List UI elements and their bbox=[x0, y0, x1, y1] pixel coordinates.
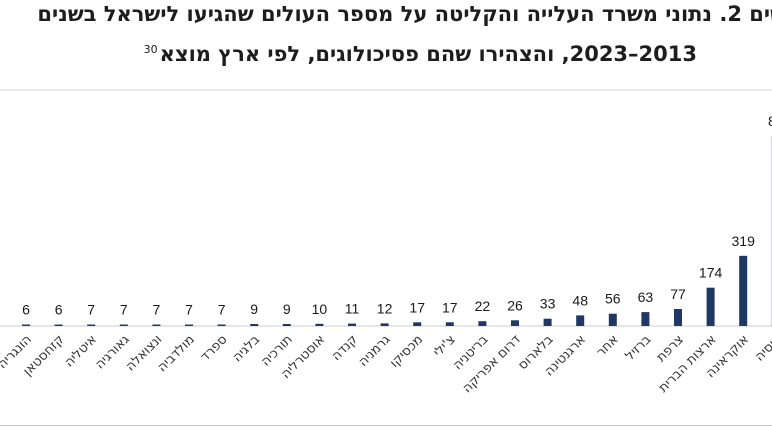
bar-19 bbox=[641, 312, 650, 326]
data-label-17: 48 bbox=[572, 292, 588, 308]
bar-10 bbox=[348, 323, 356, 326]
category-label-6: ספרד bbox=[198, 332, 231, 365]
bar-22 bbox=[739, 255, 748, 326]
bar-12 bbox=[413, 322, 422, 326]
data-label-8: 9 bbox=[283, 301, 291, 317]
bar-5 bbox=[185, 324, 193, 326]
data-label-18: 56 bbox=[605, 291, 621, 307]
bar-3 bbox=[119, 324, 128, 326]
bar-11 bbox=[380, 323, 389, 326]
bar-6 bbox=[217, 324, 226, 326]
bar-4 bbox=[152, 324, 161, 326]
bar-9 bbox=[315, 323, 324, 326]
data-label-16: 33 bbox=[540, 296, 556, 312]
data-label-13: 17 bbox=[442, 299, 458, 315]
data-label-1: 6 bbox=[55, 302, 63, 318]
data-label-7: 9 bbox=[250, 301, 258, 317]
category-label-11: גרמניה bbox=[356, 332, 394, 370]
bottom-rule bbox=[0, 425, 772, 426]
data-label-12: 17 bbox=[409, 299, 425, 315]
data-label-5: 7 bbox=[185, 302, 193, 318]
bar-18 bbox=[608, 313, 617, 326]
data-label-14: 22 bbox=[475, 298, 491, 314]
bar-15 bbox=[511, 320, 519, 326]
data-label-3: 7 bbox=[120, 302, 128, 318]
data-label-15: 26 bbox=[507, 297, 523, 313]
bar-16 bbox=[543, 318, 552, 326]
data-label-22: 319 bbox=[732, 233, 756, 249]
data-label-6: 7 bbox=[218, 302, 226, 318]
bar-2 bbox=[87, 324, 96, 326]
category-label-19: ברזיל bbox=[623, 332, 655, 364]
bar-17 bbox=[576, 315, 585, 326]
data-label-9: 10 bbox=[312, 301, 328, 317]
data-label-19: 63 bbox=[638, 289, 654, 305]
data-label-0: 6 bbox=[22, 302, 30, 318]
bar-14 bbox=[478, 321, 487, 326]
data-label-2: 7 bbox=[87, 302, 95, 318]
data-label-20: 77 bbox=[670, 286, 686, 302]
data-label-21: 174 bbox=[699, 265, 723, 281]
data-label-11: 12 bbox=[377, 300, 393, 316]
footnote-marker: 30 bbox=[143, 43, 158, 56]
chart-title-line-2: 2013–2023, והצהירו שהם פסיכולוגים, לפי א… bbox=[143, 42, 697, 66]
bar-7 bbox=[250, 324, 259, 326]
category-label-23: רוסיה bbox=[752, 332, 772, 364]
category-label-5: מולדביה bbox=[155, 332, 198, 375]
bar-20 bbox=[674, 309, 682, 326]
bar-0 bbox=[22, 324, 30, 326]
category-label-13: צ'ילי bbox=[431, 332, 459, 360]
chart-title-line-1: שים 2. נתוני משרד העלייה והקליטה על מספר… bbox=[37, 2, 772, 26]
bar-21 bbox=[706, 287, 715, 326]
bar-8 bbox=[282, 324, 291, 326]
bar-1 bbox=[54, 324, 63, 326]
data-label-23: 86 bbox=[768, 113, 772, 129]
category-label-7: בלגיה bbox=[230, 332, 263, 365]
bar-13 bbox=[445, 322, 454, 326]
category-label-12: מכסיקו bbox=[387, 332, 426, 371]
data-label-10: 11 bbox=[345, 301, 360, 317]
category-label-18: אחר bbox=[594, 332, 622, 360]
data-label-4: 7 bbox=[153, 302, 161, 318]
